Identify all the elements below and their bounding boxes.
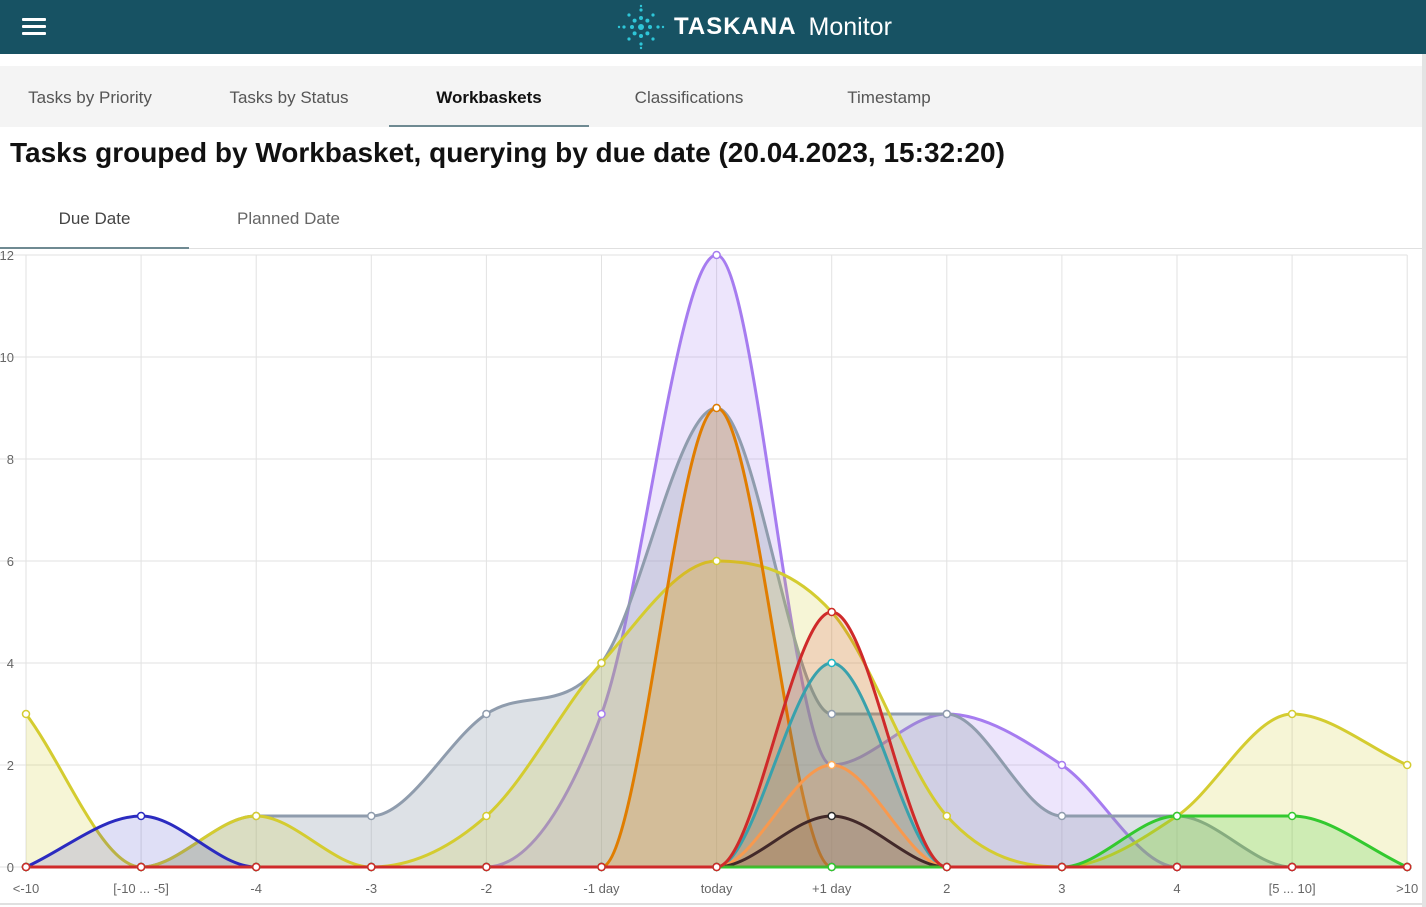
report-tabs: Tasks by Priority Tasks by Status Workba…: [0, 66, 1422, 127]
series-point-1: [482, 709, 491, 719]
series-point-2: [21, 709, 31, 719]
series-point-9: [1402, 862, 1412, 872]
series-point-1: [1057, 811, 1067, 821]
series-point-9: [21, 862, 31, 872]
series-point-8: [827, 862, 836, 872]
y-tick-label: 2: [7, 758, 14, 773]
series-point-9: [1172, 862, 1182, 872]
series-point-6: [827, 760, 836, 770]
tab-due-date[interactable]: Due Date: [0, 192, 189, 249]
tab-tasks-by-status[interactable]: Tasks by Status: [229, 88, 349, 107]
taskana-logo-icon: [617, 4, 665, 50]
x-tick-label: 3: [1058, 881, 1065, 896]
series-point-2: [251, 811, 261, 821]
y-tick-label: 12: [0, 249, 14, 263]
date-type-tabs: Due Date Planned Date: [0, 192, 1422, 249]
app-brand: TASKANA Monitor: [616, 0, 892, 54]
series-point-1: [942, 709, 952, 719]
series-area-4: [26, 816, 1408, 867]
series-point-2: [1287, 709, 1297, 719]
tab-planned-date[interactable]: Planned Date: [236, 209, 341, 228]
x-tick-label: <-10: [13, 881, 39, 896]
series-point-8: [1287, 811, 1297, 821]
page-title: Tasks grouped by Workbasket, querying by…: [10, 137, 1005, 168]
tab-workbaskets[interactable]: Workbaskets: [389, 66, 589, 127]
series-point-9: [251, 862, 261, 872]
x-tick-label: today: [701, 881, 733, 896]
x-tick-label: -3: [366, 881, 378, 896]
x-tick-label: >10: [1396, 881, 1418, 896]
tab-timestamp[interactable]: Timestamp: [847, 88, 931, 107]
series-point-0: [597, 709, 606, 719]
series-area-8: [26, 816, 1408, 867]
series-point-9: [597, 862, 606, 872]
series-point-8: [1172, 811, 1182, 821]
series-point-4: [136, 811, 146, 821]
y-tick-label: 10: [0, 350, 14, 365]
workbasket-chart: 0 2 4 6 8 10 12 <-10 [-10 ... -5] -4 -3 -2 -1 day tod…: [0, 249, 1418, 896]
series-point-7: [827, 811, 836, 821]
x-tick-label: -4: [250, 881, 262, 896]
series-point-9: [1287, 862, 1297, 872]
x-tick-label: [-10 ... -5]: [113, 881, 169, 896]
hamburger-menu-icon[interactable]: [18, 12, 50, 42]
y-tick-label: 0: [7, 860, 14, 875]
series-point-9: [482, 862, 491, 872]
series-point-2: [482, 811, 491, 821]
y-tick-label: 6: [7, 554, 14, 569]
series-point-2: [942, 811, 952, 821]
series-point-0: [1057, 760, 1067, 770]
series-point-3: [712, 403, 721, 413]
app-title: TASKANA: [674, 13, 797, 40]
series-point-9: [827, 607, 836, 617]
x-tick-label: -2: [481, 881, 493, 896]
series-point-9: [1057, 862, 1067, 872]
series-point-2: [597, 658, 606, 668]
series-point-9: [712, 862, 721, 872]
series-area-1: [26, 408, 1408, 867]
tab-classifications[interactable]: Classifications: [634, 88, 744, 107]
x-tick-label: 4: [1173, 881, 1180, 896]
series-line-9: [26, 610, 1408, 869]
scrollbar-track[interactable]: [1422, 54, 1426, 907]
series-point-2: [712, 556, 721, 566]
series-point-9: [942, 862, 952, 872]
series-point-1: [367, 811, 376, 821]
app-header: TASKANA Monitor: [0, 0, 1426, 54]
series-point-5: [827, 658, 836, 668]
x-tick-label: -1 day: [583, 881, 620, 896]
app-subtitle: Monitor: [808, 12, 892, 41]
series-point-9: [367, 862, 376, 872]
series-point-2: [1402, 760, 1412, 770]
series-point-0: [712, 250, 721, 260]
tab-tasks-by-priority[interactable]: Tasks by Priority: [28, 88, 152, 107]
x-tick-label: +1 day: [812, 881, 852, 896]
series-area-2: [26, 561, 1408, 867]
x-tick-label: [5 ... 10]: [1269, 881, 1316, 896]
y-tick-label: 8: [7, 452, 14, 467]
series-point-9: [136, 862, 146, 872]
chart-bottom-divider: [0, 903, 1422, 905]
series-area-3: [26, 408, 1408, 867]
x-tick-label: 2: [943, 881, 950, 896]
series-point-1: [827, 709, 836, 719]
y-tick-label: 4: [7, 656, 14, 671]
